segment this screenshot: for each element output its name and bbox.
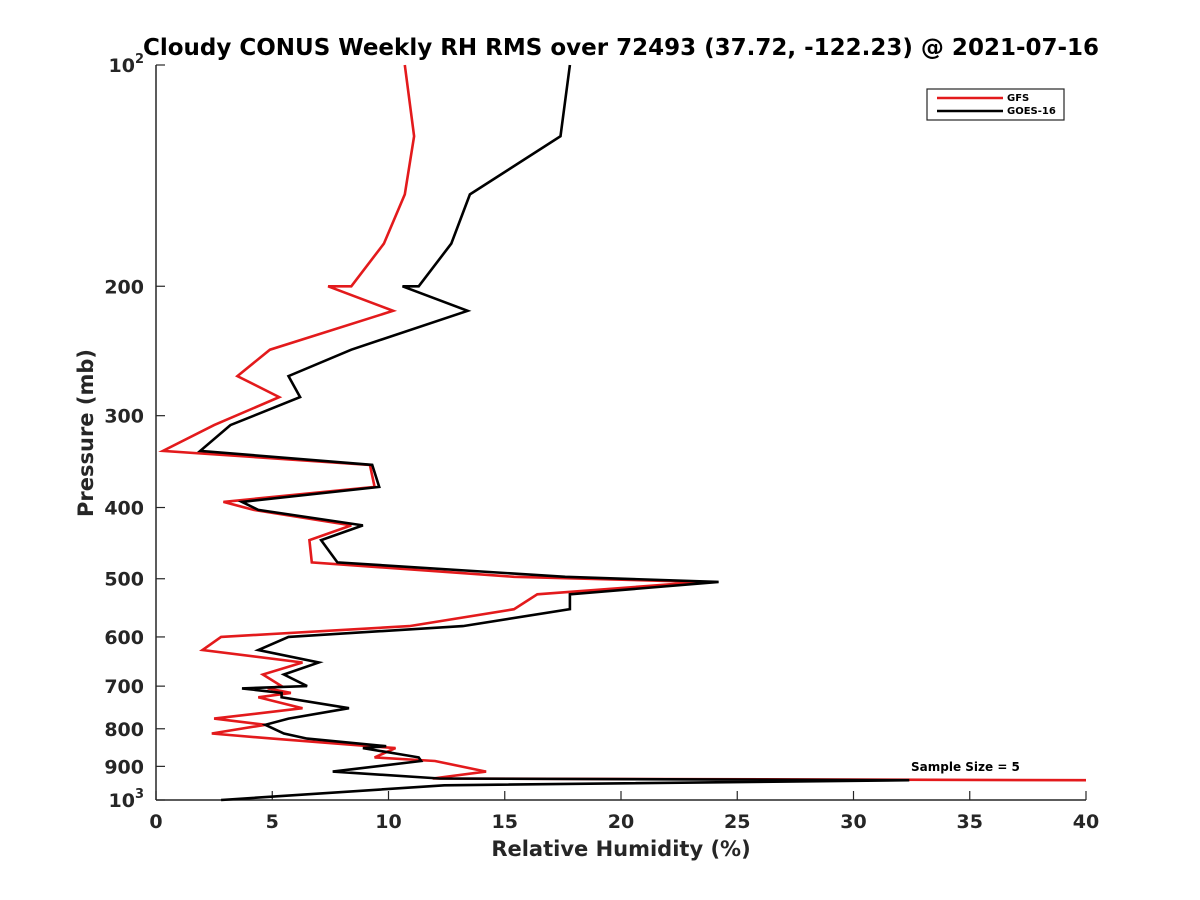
y-tick-exponent: 3	[135, 787, 144, 802]
series-line-gfs	[158, 64, 1087, 782]
sample-size-annotation: Sample Size = 5	[911, 760, 1020, 774]
x-tick-label: 10	[375, 811, 401, 833]
y-tick-label: 600	[104, 627, 144, 649]
x-tick-label: 20	[608, 811, 634, 833]
y-tick-label: 800	[104, 719, 144, 741]
y-tick-base: 10	[109, 790, 135, 812]
series-line-goes16	[196, 64, 910, 802]
x-tick-label: 15	[492, 811, 518, 833]
chart-title: Cloudy CONUS Weekly RH RMS over 72493 (3…	[143, 35, 1099, 61]
x-tick-label: 5	[266, 811, 279, 833]
y-tick-label: 900	[104, 756, 144, 778]
y-tick-base: 10	[109, 55, 135, 77]
x-ticks: 0 5 10 15 20 25 30 35 40	[149, 791, 1099, 833]
x-tick-label: 25	[724, 811, 750, 833]
x-tick-label: 40	[1073, 811, 1099, 833]
y-axis-label: Pressure (mb)	[74, 349, 98, 517]
legend-label-goes16: GOES-16	[1007, 106, 1056, 117]
y-tick-label: 102	[109, 52, 145, 77]
legend: GFS GOES-16	[926, 88, 1065, 121]
x-axis-label: Relative Humidity (%)	[491, 837, 750, 861]
series-lines	[158, 64, 1087, 802]
x-tick-label: 35	[957, 811, 983, 833]
x-tick-label: 30	[840, 811, 866, 833]
y-tick-exponent: 2	[135, 52, 144, 67]
y-tick-label: 103	[109, 787, 145, 812]
y-tick-label: 300	[104, 406, 144, 428]
legend-box	[926, 88, 1065, 121]
y-tick-label: 400	[104, 498, 144, 520]
y-tick-label: 200	[104, 276, 144, 298]
y-tick-label: 700	[104, 676, 144, 698]
y-tick-label: 500	[104, 569, 144, 591]
plot-area: 0 5 10 15 20 25 30 35 40 10220030040050060070080…	[104, 52, 1099, 833]
legend-label-gfs: GFS	[1007, 93, 1029, 104]
x-tick-label: 0	[149, 811, 162, 833]
